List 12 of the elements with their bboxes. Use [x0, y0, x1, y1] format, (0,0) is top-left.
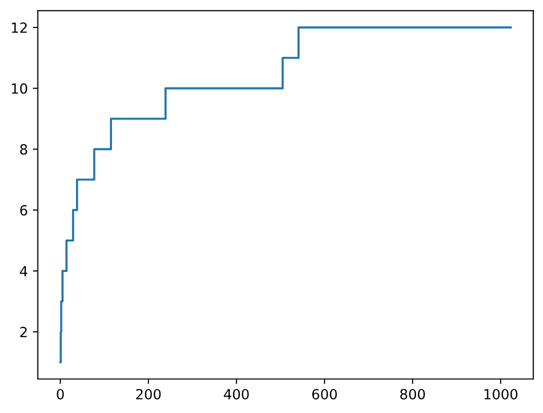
x-tick-label: 800: [400, 388, 425, 400]
x-tick-label: 600: [312, 388, 337, 400]
y-tick-label: 4: [20, 266, 28, 276]
x-tick-label: 200: [136, 388, 161, 400]
y-tick-label: 6: [20, 205, 28, 216]
y-tick-label: 2: [20, 326, 27, 338]
x-tick-label: 1000: [484, 388, 518, 400]
x-tick-label: 0: [56, 388, 64, 400]
x-tick-label: 400: [224, 388, 249, 400]
y-tick-label: 8: [20, 144, 28, 155]
y-tick-label: 10: [12, 83, 28, 94]
y-tick-label: 12: [12, 22, 27, 33]
